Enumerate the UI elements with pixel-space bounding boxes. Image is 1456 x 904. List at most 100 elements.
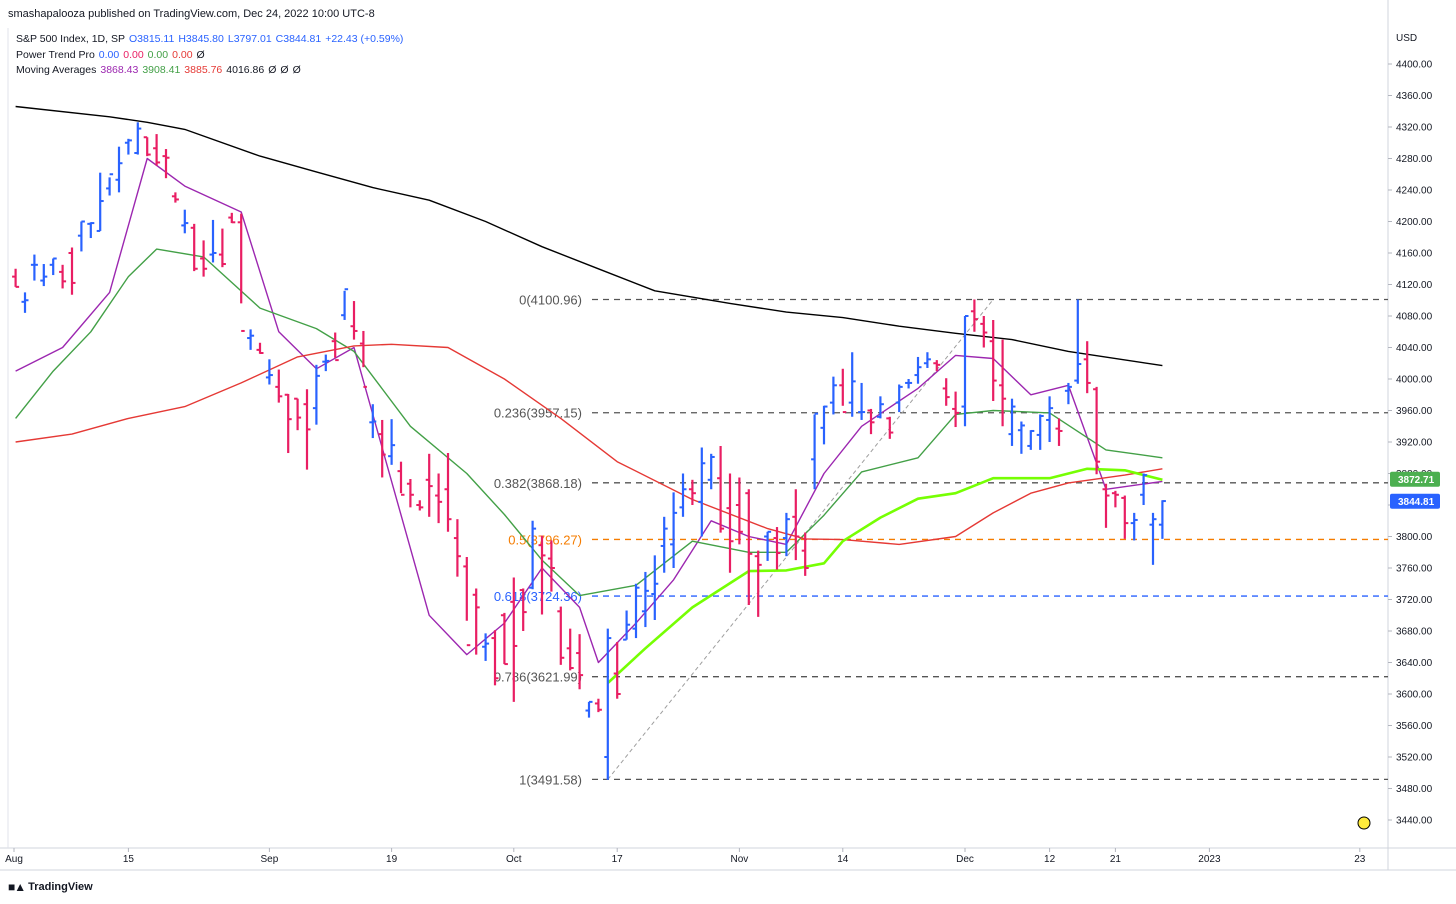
ohlc-bar[interactable] — [867, 408, 875, 435]
ohlc-bar[interactable] — [482, 633, 490, 661]
ohlc-bar[interactable] — [209, 219, 217, 263]
ohlc-bar[interactable] — [933, 360, 941, 372]
ohlc-bar[interactable] — [143, 136, 151, 157]
ohlc-bar[interactable] — [359, 330, 367, 388]
ohlc-bar[interactable] — [322, 354, 330, 372]
ohlc-bar[interactable] — [764, 530, 772, 561]
ohlc-bar[interactable] — [811, 412, 819, 490]
ohlc-bar[interactable] — [999, 339, 1007, 427]
ohlc-bar[interactable] — [914, 356, 922, 384]
ohlc-bar[interactable] — [294, 397, 302, 431]
ohlc-bar[interactable] — [416, 500, 424, 511]
ohlc-bar[interactable] — [1017, 421, 1025, 454]
ohlc-bar[interactable] — [585, 700, 593, 718]
ohlc-bar[interactable] — [829, 376, 837, 415]
ohlc-bar[interactable] — [688, 479, 696, 505]
ohlc-bar[interactable] — [1121, 495, 1129, 539]
ohlc-bar[interactable] — [576, 634, 584, 690]
ohlc-bar[interactable] — [190, 223, 198, 272]
ohlc-bar[interactable] — [876, 396, 884, 419]
ohlc-bar[interactable] — [679, 473, 687, 517]
ohlc-bar[interactable] — [444, 453, 452, 532]
ohlc-bar[interactable] — [613, 642, 621, 699]
ohlc-bar[interactable] — [1149, 512, 1157, 565]
ohlc-bar[interactable] — [425, 453, 433, 517]
ohlc-bar[interactable] — [895, 384, 903, 413]
ohlc-bar[interactable] — [115, 146, 123, 193]
ohlc-bar[interactable] — [500, 612, 508, 666]
ohlc-bar[interactable] — [651, 555, 659, 620]
ohlc-bar[interactable] — [1046, 396, 1054, 442]
ohlc-bar[interactable] — [218, 228, 226, 268]
ohlc-bar[interactable] — [200, 240, 208, 277]
ohlc-bar[interactable] — [623, 610, 631, 641]
ohlc-bar[interactable] — [557, 606, 565, 665]
ohlc-bar[interactable] — [754, 550, 762, 617]
ohlc-bar[interactable] — [237, 213, 245, 332]
ohlc-bar[interactable] — [369, 404, 377, 439]
legend-moving-averages-row[interactable]: Moving Averages 3868.43 3908.41 3885.76 4016… — [16, 63, 403, 79]
ohlc-bar[interactable] — [68, 247, 76, 295]
ohlc-bar[interactable] — [547, 540, 555, 592]
ohlc-bar[interactable] — [491, 630, 499, 686]
ohlc-bar[interactable] — [594, 698, 602, 713]
ohlc-bar[interactable] — [1093, 386, 1101, 475]
ohlc-bar[interactable] — [341, 288, 349, 320]
ohlc-bar[interactable] — [1140, 473, 1148, 506]
ohlc-bar[interactable] — [538, 535, 546, 615]
ohlc-bar[interactable] — [162, 149, 170, 179]
ohlc-bar[interactable] — [670, 492, 678, 568]
ohlc-bar[interactable] — [698, 447, 706, 537]
ohlc-bar[interactable] — [30, 254, 38, 281]
ohlc-bar[interactable] — [171, 192, 179, 203]
ohlc-bar[interactable] — [632, 583, 640, 639]
ohlc-bar[interactable] — [858, 382, 866, 420]
tradingview-logo[interactable]: ■▲ TradingView — [8, 880, 93, 894]
ohlc-bar[interactable] — [604, 628, 612, 780]
ohlc-bar[interactable] — [1036, 414, 1044, 450]
ohlc-bar[interactable] — [87, 222, 95, 239]
ohlc-bar[interactable] — [96, 172, 104, 232]
ohlc-bar[interactable] — [848, 352, 856, 417]
ohlc-bar[interactable] — [942, 378, 950, 406]
ohlc-bar[interactable] — [660, 516, 668, 573]
ohlc-bar[interactable] — [839, 368, 847, 414]
ohlc-bar[interactable] — [801, 532, 809, 576]
ohlc-bar[interactable] — [1111, 490, 1119, 508]
ohlc-bar[interactable] — [980, 316, 988, 348]
ohlc-bar[interactable] — [1008, 398, 1016, 446]
ohlc-bar[interactable] — [397, 461, 405, 496]
legend-symbol-row[interactable]: S&P 500 Index, 1D, SP O3815.11 H3845.80 L37… — [16, 32, 403, 48]
ohlc-bar[interactable] — [284, 393, 292, 454]
ohlc-bar[interactable] — [181, 209, 189, 234]
ohlc-bar[interactable] — [519, 588, 527, 631]
ohlc-bar[interactable] — [153, 134, 161, 166]
ohlc-bar[interactable] — [1064, 382, 1072, 405]
ohlc-bar[interactable] — [106, 173, 114, 196]
ohlc-bar[interactable] — [12, 268, 20, 288]
event-marker-icon[interactable] — [1357, 816, 1371, 830]
ohlc-bar[interactable] — [388, 419, 396, 465]
ohlc-bar[interactable] — [773, 527, 781, 570]
ohlc-bar[interactable] — [717, 445, 725, 533]
ohlc-bar[interactable] — [989, 319, 997, 402]
ohlc-bar[interactable] — [303, 389, 311, 470]
ohlc-bar[interactable] — [707, 453, 715, 490]
ohlc-bar[interactable] — [463, 556, 471, 647]
ohlc-bar[interactable] — [961, 315, 969, 427]
ohlc-bar[interactable] — [782, 512, 790, 557]
ohlc-bar[interactable] — [1083, 341, 1091, 394]
ohlc-bar[interactable] — [510, 577, 518, 702]
ohlc-bar[interactable] — [1055, 418, 1063, 446]
ohlc-bar[interactable] — [247, 329, 255, 350]
ohlc-bar[interactable] — [1158, 500, 1166, 539]
ohlc-bar[interactable] — [1102, 483, 1110, 528]
ohlc-bar[interactable] — [886, 416, 894, 439]
ohlc-bar[interactable] — [453, 519, 461, 577]
ohlc-bar[interactable] — [923, 352, 931, 368]
ohlc-bar[interactable] — [726, 473, 734, 573]
ohlc-bar[interactable] — [1130, 512, 1138, 541]
ohlc-bar[interactable] — [331, 332, 339, 362]
ohlc-bar[interactable] — [435, 473, 443, 524]
